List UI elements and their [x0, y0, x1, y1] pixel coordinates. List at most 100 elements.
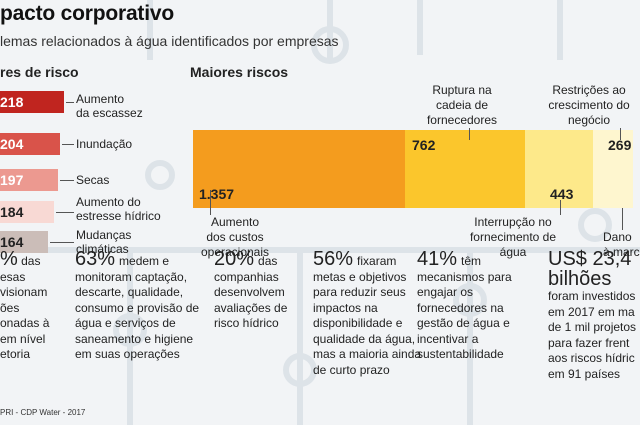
stat-text-line: desenvolvem [214, 285, 285, 299]
risk-factor-label-line: Aumento do [76, 195, 141, 209]
stat-text-line: monitoram captação, [75, 269, 188, 284]
main-risk-label: Dano à marc [603, 230, 640, 260]
risk-factor-connector [66, 102, 74, 103]
stat-text-line: em nível [0, 331, 46, 346]
stat-first-line: 41% têm [417, 249, 512, 270]
main-risk-connector [469, 128, 470, 140]
main-risk-label-line: cadeia de [435, 98, 489, 112]
stat-text-line: aos riscos hídric [548, 351, 635, 365]
stat-text-line: impactos na [313, 300, 378, 315]
risk-factor-label-line: Inundação [76, 137, 133, 151]
stat-text-line: qualidade da água, [313, 331, 416, 346]
main-risk-label-line: à marc [603, 245, 640, 259]
stat-block: 56% fixaram metas e objetivos para reduzir … [313, 249, 421, 378]
main-risk-block [593, 130, 633, 208]
main-risk-label-line: operacionais [200, 245, 270, 259]
risk-factor-value: 204 [0, 136, 24, 152]
main-risk-label-line: Ruptura na [432, 83, 492, 97]
stat-text-line: metas e objetivos [313, 269, 407, 284]
main-risks-heading: Maiores riscos [190, 64, 289, 80]
main-risk-connector [620, 128, 621, 140]
stat-block: 20% das companhias desenvolvem avaliações de… [214, 249, 287, 332]
main-risk-label-line: fornecimento de [469, 230, 557, 244]
stat-text-line: etoria [0, 347, 31, 361]
risk-factor-label: Inundação [76, 137, 132, 151]
stat-text-line: gestão de água e [417, 316, 510, 330]
stat-text-line: saneamento e higiene [75, 331, 194, 346]
risk-factor-label-line: estresse hídrico [76, 209, 161, 223]
page-subtitle: lemas relacionados à água identificados … [0, 33, 339, 49]
stat-text-line: foram investidos [548, 289, 636, 303]
main-risk-label: Restrições ao crescimento do negócio [544, 83, 634, 128]
risk-factor-value: 197 [0, 172, 24, 188]
risk-factor-connector [50, 242, 74, 243]
risk-factor-value: 218 [0, 94, 24, 110]
main-risk-label-line: Interrupção no [474, 215, 552, 229]
stat-block: 41% têm mecanismos para engajar os fornecedo… [417, 249, 512, 363]
stat-text-line: de curto prazo [313, 362, 390, 377]
main-risk-block [405, 130, 525, 208]
stat-text: das [17, 254, 41, 268]
source-note: PRI - CDP Water - 2017 [0, 408, 86, 417]
main-risk-label: Interrupção no fornecimento de água [468, 215, 558, 260]
stat-text-line: de 1 mil projetos [548, 320, 637, 334]
main-risk-value: 269 [608, 137, 632, 153]
stat-text-line: esas [0, 269, 26, 284]
main-risk-label: Aumento dos custos operacionais [190, 215, 280, 260]
risk-factor-label: Secas [76, 173, 109, 187]
main-risk-label-line: fornecedores [426, 113, 498, 127]
risk-factor-connector [62, 144, 74, 145]
stat-text-line: descarte, qualidade, [75, 285, 184, 299]
stat-text-line: avaliações de [214, 300, 288, 315]
page-title: pacto corporativo [0, 2, 174, 25]
risk-factor-bar [0, 231, 48, 253]
stat-text-line: companhias [214, 269, 279, 284]
stat-text-line: incentivar a [417, 331, 479, 346]
risk-factor-bar [0, 133, 60, 155]
main-risk-block [193, 130, 405, 208]
stat-first-line: 63% medem e [75, 249, 199, 270]
risk-factors-heading: res de risco [0, 64, 79, 80]
stat-text-line: ões [0, 300, 20, 315]
stat-text-line: mas a maioria ainda [313, 347, 422, 361]
stat-block: US$ 23,4 bilhões foram investidos em 2017 e… [548, 249, 636, 382]
stat-text-line: engajar os [417, 285, 474, 299]
main-risk-label-line: Aumento [210, 215, 260, 229]
main-risk-value: 762 [412, 137, 436, 153]
risk-factor-bar [0, 91, 64, 113]
stat-text: têm [461, 254, 482, 268]
main-risk-label-line: Restrições ao [552, 83, 626, 97]
stat-block: % das esas visionam ões onadas à em nível etor… [0, 249, 49, 363]
stat-text-line: visionam [0, 285, 48, 299]
main-risk-value: 443 [550, 186, 574, 202]
main-risk-block [525, 130, 593, 208]
risk-factor-bar [0, 169, 58, 191]
risk-factor-value: 164 [0, 234, 24, 250]
main-risk-connector [622, 208, 623, 230]
stat-text-line: sustentabilidade [417, 347, 504, 361]
stat-text-line: água e serviços de [75, 316, 176, 330]
main-risk-label: Ruptura na cadeia de fornecedores [417, 83, 507, 128]
stat-text-line: fornecedores na [417, 300, 504, 315]
risk-factor-bar [0, 201, 54, 223]
risk-factor-value: 184 [0, 204, 24, 220]
stat-highlight: 41% [417, 248, 458, 270]
risk-factor-label: Aumento da escassez [76, 92, 143, 120]
main-risk-label-line: água [499, 245, 527, 259]
main-risk-label-line: negócio [567, 113, 611, 127]
stat-text-line: consumo e provisão de [75, 300, 200, 315]
stat-text-line: disponibilidade e [313, 316, 403, 330]
stat-text-line: mecanismos para [417, 269, 512, 284]
stat-first-line: 20% das [214, 249, 287, 270]
stat-first-line: 56% fixaram [313, 249, 421, 270]
risk-factor-label-line: Aumento [76, 92, 125, 106]
stat-text-line: risco hídrico [214, 316, 279, 330]
stat-highlight: 56% [313, 248, 354, 270]
stat-text-line: onadas à [0, 316, 50, 330]
stat-text: das [258, 254, 278, 268]
stat-text-line: em 2017 em ma [548, 304, 635, 319]
stat-highlight-2: bilhões [548, 268, 612, 290]
risk-factor-label-line: da escassez [76, 106, 143, 120]
risk-factor-connector [56, 212, 74, 213]
stat-text-line: para fazer frent [548, 335, 630, 350]
